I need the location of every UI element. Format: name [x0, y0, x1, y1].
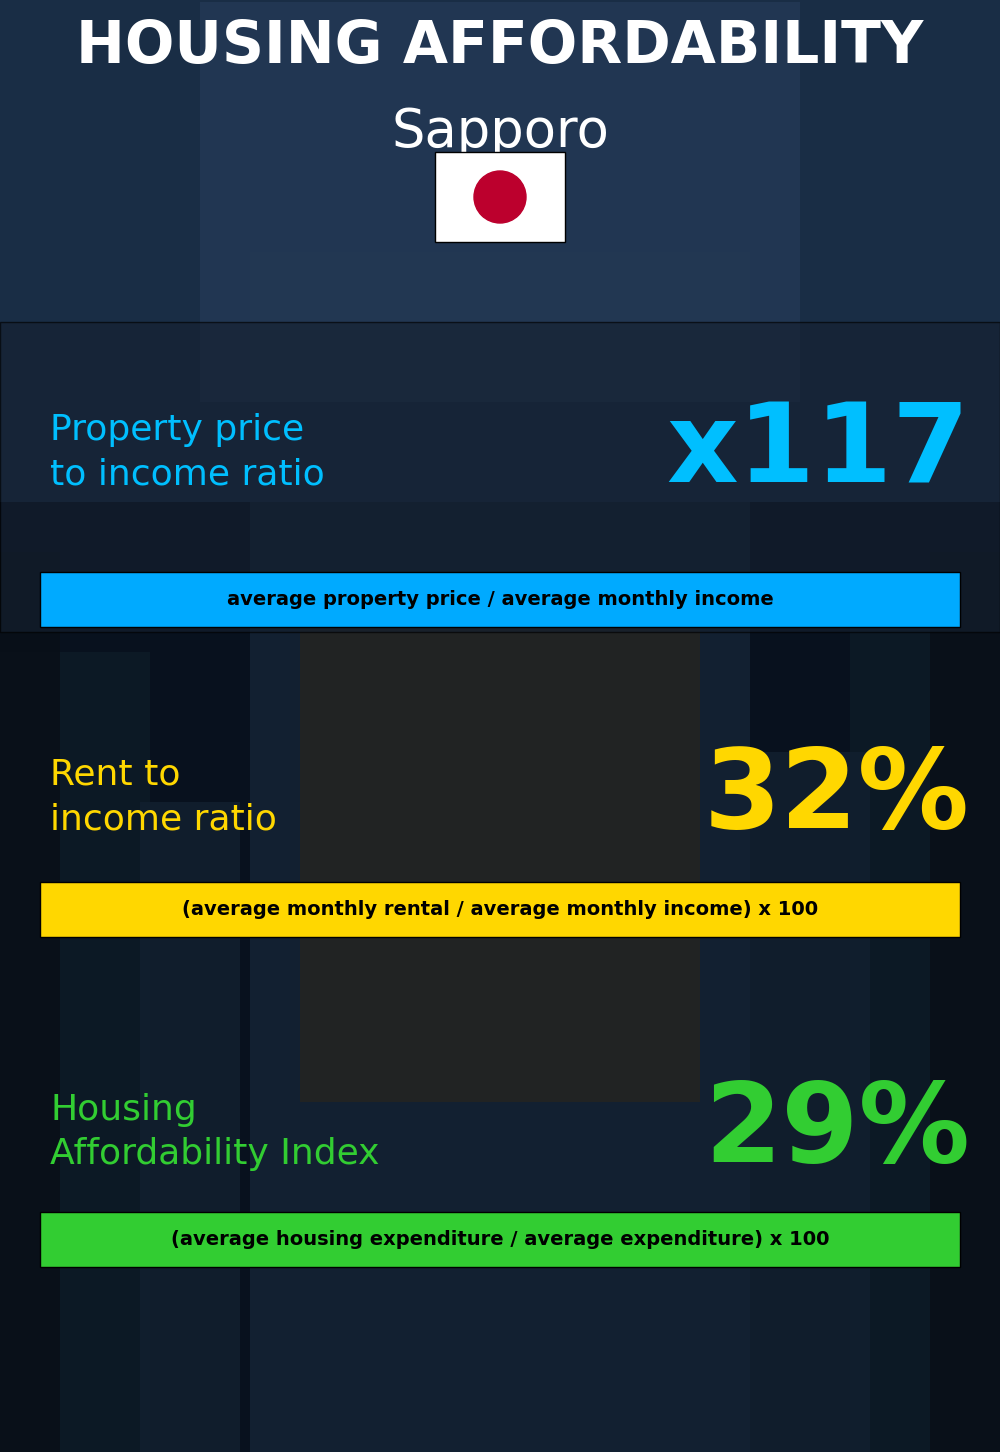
Bar: [0, 552, 60, 1452]
Text: 29%: 29%: [704, 1079, 970, 1185]
Text: 32%: 32%: [704, 743, 970, 851]
FancyBboxPatch shape: [40, 572, 960, 627]
FancyBboxPatch shape: [40, 1212, 960, 1268]
FancyBboxPatch shape: [435, 152, 565, 242]
Bar: [300, 603, 700, 1102]
Text: Sapporo: Sapporo: [391, 106, 609, 158]
Text: Property price
to income ratio: Property price to income ratio: [50, 412, 325, 491]
FancyBboxPatch shape: [0, 322, 1000, 632]
Text: Housing
Affordability Index: Housing Affordability Index: [50, 1092, 380, 1172]
Bar: [850, 603, 1000, 1452]
Text: average property price / average monthly income: average property price / average monthly…: [227, 590, 773, 608]
Text: Rent to
income ratio: Rent to income ratio: [50, 758, 277, 836]
Bar: [200, 1, 800, 402]
Bar: [0, 652, 150, 1452]
FancyBboxPatch shape: [40, 881, 960, 937]
Circle shape: [474, 171, 526, 224]
Bar: [750, 752, 870, 1452]
Text: (average housing expenditure / average expenditure) x 100: (average housing expenditure / average e…: [171, 1230, 829, 1249]
Bar: [250, 253, 750, 1452]
Text: x117: x117: [667, 398, 970, 505]
Bar: [140, 802, 240, 1452]
Text: (average monthly rental / average monthly income) x 100: (average monthly rental / average monthl…: [182, 900, 818, 919]
Text: HOUSING AFFORDABILITY: HOUSING AFFORDABILITY: [76, 19, 924, 76]
Bar: [930, 552, 1000, 1452]
Bar: [0, 0, 1000, 502]
